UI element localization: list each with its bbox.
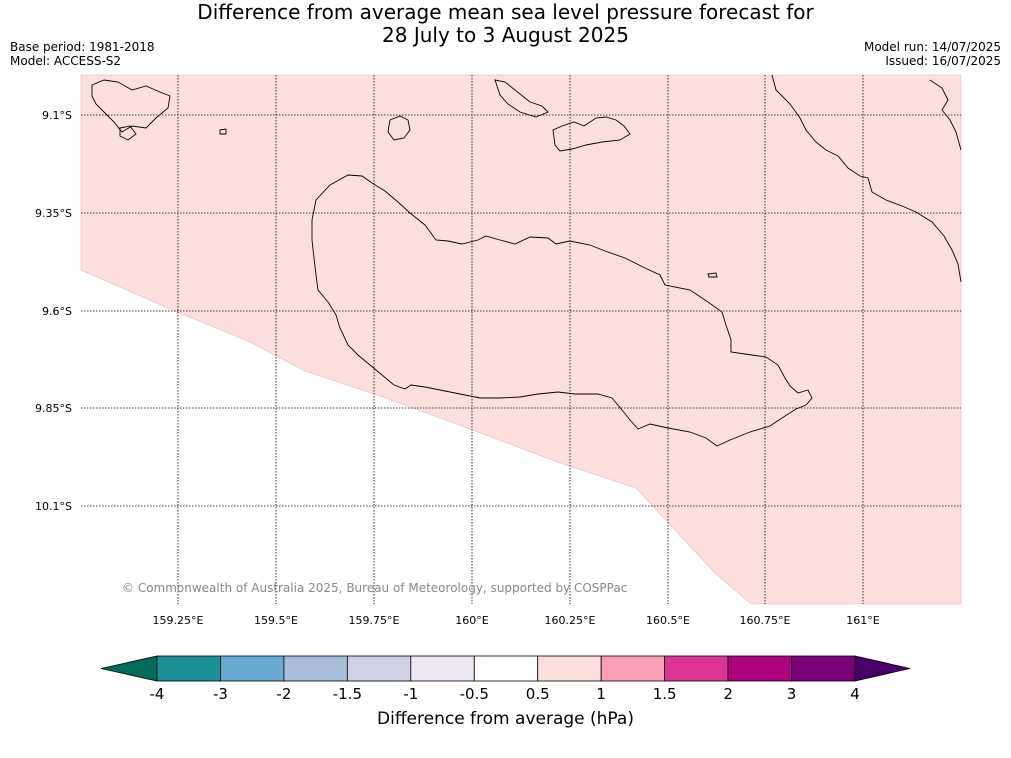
longitude-label: 160.75°E xyxy=(740,614,791,627)
colorbar-segment xyxy=(283,655,348,682)
copyright-notice: © Commonwealth of Australia 2025, Bureau… xyxy=(122,581,627,595)
coastline-russell-islet xyxy=(119,125,137,141)
coastline-guadalcanal xyxy=(311,174,813,447)
title-line-1: Difference from average mean sea level p… xyxy=(197,0,814,24)
coastline-savo xyxy=(387,115,411,141)
issued-date: Issued: 16/07/2025 xyxy=(885,54,1001,68)
base-period: Base period: 1981-2018 xyxy=(10,40,155,54)
colorbar-segment xyxy=(473,655,539,682)
colorbar-tick-label: 1 xyxy=(596,685,606,703)
longitude-label: 159.75°E xyxy=(349,614,400,627)
colorbar-segment xyxy=(600,655,666,682)
map-frame xyxy=(80,74,962,605)
colorbar-ticks: -4 -3 -2 -1.5 -1 -0.5 0.5 1 1.5 2 3 4 xyxy=(150,685,860,703)
longitude-label: 160.25°E xyxy=(545,614,596,627)
map-title: Difference from average mean sea level p… xyxy=(0,1,1011,47)
colorbar-tick-label: 4 xyxy=(850,685,860,703)
longitude-label: 161°E xyxy=(846,614,879,627)
colorbar-segment xyxy=(156,655,221,682)
meta-left: Base period: 1981-2018 Model: ACCESS-S2 xyxy=(10,40,155,68)
colorbar-tick-label: -3 xyxy=(213,685,228,703)
anomaly-fill-region xyxy=(80,74,962,605)
colorbar-tick-label: 0.5 xyxy=(526,685,550,703)
colorbar-tick-label: -1.5 xyxy=(333,685,362,703)
latitude-label: 9.6°S xyxy=(42,305,72,318)
latitude-label: 9.1°S xyxy=(42,109,72,122)
longitude-labels: 159.25°E 159.5°E 159.75°E 160°E 160.25°E 160.… xyxy=(153,614,880,627)
colorbar-tick-label: 1.5 xyxy=(653,685,677,703)
colorbar-tick-label: 3 xyxy=(787,685,797,703)
colorbar xyxy=(100,655,911,682)
longitude-label: 159.25°E xyxy=(153,614,204,627)
latitude-label: 9.35°S xyxy=(35,207,72,220)
coastline-small-island-north xyxy=(494,79,549,118)
colorbar-tick-label: -0.5 xyxy=(460,685,489,703)
coastline-malaita xyxy=(771,74,962,283)
colorbar-tick-label: 2 xyxy=(723,685,733,703)
colorbar-segment xyxy=(791,655,856,682)
colorbar-segment xyxy=(346,655,412,682)
colorbar-extend-low xyxy=(100,655,158,682)
coastline-islet-west xyxy=(219,128,227,135)
coastline-malaita-north xyxy=(929,79,962,151)
coastline-florida-islands xyxy=(552,116,631,152)
colorbar-tick-label: -2 xyxy=(276,685,291,703)
graticule xyxy=(81,75,961,604)
latitude-label: 9.85°S xyxy=(35,402,72,415)
colorbar-tick-label: -1 xyxy=(403,685,418,703)
longitude-label: 160.5°E xyxy=(646,614,690,627)
coastline-russell-islands xyxy=(91,79,171,133)
latitude-label: 10.1°S xyxy=(35,500,72,513)
colorbar-label: Difference from average (hPa) xyxy=(377,709,634,729)
colorbar-segment xyxy=(410,655,475,682)
coastline-islet-east xyxy=(707,272,718,278)
colorbar-extend-high xyxy=(854,655,911,682)
latitude-labels: 9.1°S 9.35°S 9.6°S 9.85°S 10.1°S xyxy=(35,109,72,513)
colorbar-tick-label: -4 xyxy=(150,685,165,703)
model-name: Model: ACCESS-S2 xyxy=(10,54,122,68)
colorbar-segment xyxy=(727,655,792,682)
coastlines xyxy=(91,74,962,447)
title-line-2: 28 July to 3 August 2025 xyxy=(382,23,629,47)
colorbar-segment xyxy=(537,655,602,682)
colorbar-segment xyxy=(220,655,285,682)
colorbar-segment xyxy=(664,655,729,682)
longitude-label: 159.5°E xyxy=(254,614,298,627)
model-run: Model run: 14/07/2025 xyxy=(863,40,1001,54)
meta-right: Model run: 14/07/2025 Issued: 16/07/2025 xyxy=(864,40,1001,68)
longitude-label: 160°E xyxy=(455,614,488,627)
